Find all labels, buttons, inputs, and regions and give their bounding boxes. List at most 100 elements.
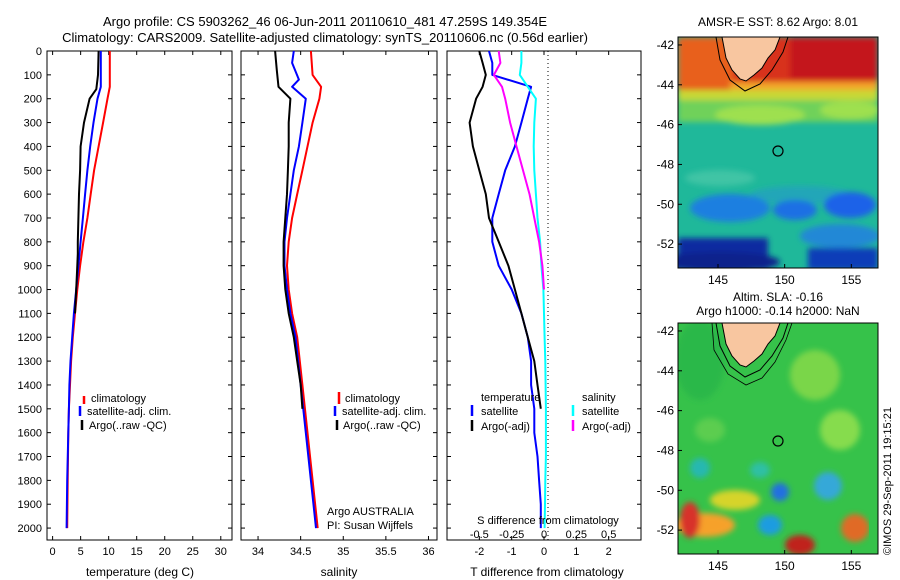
figure-title-line1: Argo profile: CS 5903262_46 06-Jun-2011 … [102,14,548,29]
y-tick-label: 400 [24,141,42,153]
y-tick-label: 1800 [18,475,42,487]
x-tick-label: 34.5 [290,546,311,558]
s-tick-label: 0 [541,529,547,541]
salinity-difference-axis-label: S difference from climatology [477,515,619,527]
map-y-tick-label: -52 [657,237,675,251]
x-tick-label: 0 [50,546,56,558]
map-x-tick-label: 150 [775,273,795,287]
legend-s-satellite-label: satellite [582,406,619,418]
legend-climatology-label: climatology [91,393,147,405]
principal-investigator-label: PI: Susan Wijffels [327,520,413,532]
difference-legend: temperature salinity satellite Argo(-adj… [470,392,631,433]
sla-contour [711,323,793,386]
x-tick-label: -1 [507,546,517,558]
x-tick-label: 25 [187,546,199,558]
y-tick-label: 1700 [18,452,42,464]
temperature-x-label: temperature (deg C) [86,565,194,579]
temperature-legend: climatology satellite-adj. clim. Argo(..… [78,393,171,432]
argo-float-marker [772,145,784,157]
y-tick-label: 0 [36,46,42,58]
float-program-label: Argo AUSTRALIA [327,506,414,518]
map-y-tick-label: -46 [657,404,675,418]
x-tick-label: 1 [573,546,579,558]
x-tick-label: 10 [103,546,115,558]
x-tick-label: 15 [131,546,143,558]
y-tick-label: 1100 [18,308,42,320]
tasmania-landmass [721,323,781,368]
sla-map: Altim. SLA: -0.16 Argo h1000: -0.14 h200… [677,290,879,555]
legend-argo-label: Argo(..raw -QC) [89,420,167,432]
map-x-tick-label: 145 [708,559,728,573]
salinity-legend: climatology satellite-adj. clim. Argo(..… [327,392,426,532]
legend-s-argo-label: Argo(-adj) [582,421,631,433]
imos-watermark: ©IMOS 29-Sep-2011 19:15:21 [882,407,894,555]
series-line-argo---raw--qc- [74,50,100,314]
sla-map-title-line2: Argo h1000: -0.14 h2000: NaN [696,304,859,318]
legend-satellite-label: satellite-adj. clim. [87,406,171,418]
s-tick-label: -0.5 [470,529,489,541]
s-tick-label: -0.25 [499,529,524,541]
sla-contour [715,323,789,378]
x-tick-label: 5 [78,546,84,558]
y-tick-label: 1000 [18,285,42,297]
y-tick-label: 1300 [18,356,42,368]
series-line-satellite [518,51,547,529]
sst-contour [715,37,789,92]
legend-temperature-title: temperature [481,392,540,404]
x-tick-label: 36 [422,546,434,558]
sst-map-title: AMSR-E SST: 8.62 Argo: 8.01 [698,15,858,29]
y-tick-label: 500 [24,165,42,177]
x-tick-label: 20 [159,546,171,558]
x-tick-label: 35.5 [375,546,396,558]
series-line-argo---raw--qc- [274,50,304,409]
s-tick-label: 0.5 [601,529,616,541]
sla-field [678,323,878,554]
map-y-tick-label: -46 [657,118,675,132]
map-y-tick-label: -44 [657,364,675,378]
y-tick-label: 1900 [18,499,42,511]
x-tick-label: 34 [252,546,264,558]
salinity-axes-frame [240,50,438,541]
map-y-tick-label: -44 [657,78,675,92]
sla-map-title-line1: Altim. SLA: -0.16 [733,290,823,304]
series-line-climatology [286,50,323,529]
map-y-tick-label: -50 [657,483,675,497]
y-tick-label: 700 [24,213,42,225]
sst-map: AMSR-E SST: 8.62 Argo: 8.01 [677,15,879,269]
y-tick-label: 1400 [18,380,42,392]
map-y-tick-label: -50 [657,197,675,211]
y-tick-label: 1600 [18,428,42,440]
x-tick-label: 35 [337,546,349,558]
legend-t-argo-label: Argo(-adj) [481,421,530,433]
map-x-tick-label: 155 [841,559,861,573]
y-tick-label: 300 [24,118,42,130]
x-tick-label: 30 [215,546,227,558]
temperature-axes-frame [46,50,233,541]
x-tick-label: -2 [474,546,484,558]
series-line-satellite-adj--clim- [65,51,102,529]
temperature-panel: 0100200300400500600700800900100011001200… [18,46,232,558]
series-line-satellite [488,50,542,529]
y-tick-label: 600 [24,189,42,201]
x-tick-label: 0 [541,546,547,558]
series-line-climatology [66,51,111,529]
map-y-tick-label: -48 [657,157,675,171]
y-tick-label: 2000 [18,523,42,535]
argo-float-marker [772,435,784,447]
figure-title-line2: Climatology: CARS2009. Satellite-adjuste… [62,30,588,45]
salinity-x-label: salinity [321,565,358,579]
map-x-tick-label: 150 [775,559,795,573]
map-x-tick-label: 145 [708,273,728,287]
sst-field [678,37,878,268]
difference-panel: -2 -1 0 1 2 -0.5 -0.25 0 0.25 0.5 [447,50,641,558]
difference-x-label: T difference from climatology [470,565,624,579]
salinity-panel: 34 34.5 35 35.5 36 [241,50,437,558]
tasmania-landmass [721,37,781,82]
legend-satellite-label: satellite-adj. clim. [342,406,426,418]
series-line-argo--adj- [468,50,542,409]
y-tick-label: 200 [24,94,42,106]
sla-map-frame [677,322,879,555]
y-tick-label: 800 [24,237,42,249]
map-y-tick-label: -48 [657,443,675,457]
